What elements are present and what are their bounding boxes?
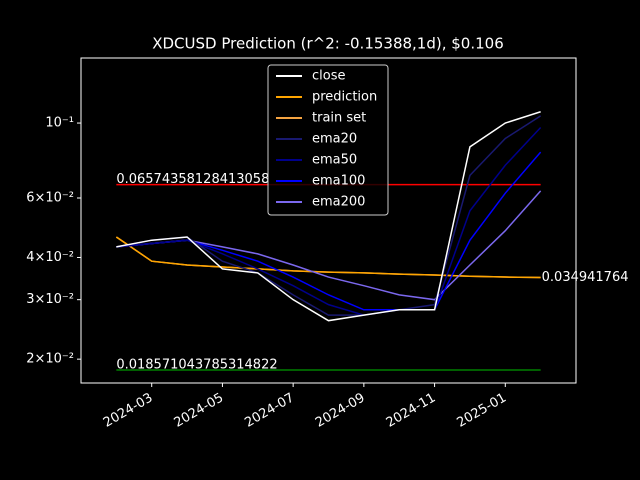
plot-frame (80, 57, 577, 384)
legend-label: ema200 (312, 195, 365, 210)
x-tick-label: 2024-09 (313, 391, 368, 431)
y-tick-label: 10⁻¹ (45, 116, 74, 131)
series-line (115, 236, 541, 279)
x-tick-label: 2025-01 (454, 391, 509, 431)
y-tick-label: 6×10⁻² (26, 190, 74, 205)
legend-label: ema20 (312, 132, 357, 147)
y-tick-label: 3×10⁻² (26, 292, 74, 307)
legend-label: train set (312, 111, 366, 126)
last-prediction-label: 0.034941764 (542, 270, 629, 285)
x-tick-label: 2024-07 (242, 391, 297, 431)
x-tick-label: 2024-03 (101, 391, 156, 431)
legend-label: prediction (312, 90, 377, 105)
plot-area (115, 111, 542, 371)
legend-box (267, 64, 389, 216)
x-tick-label: 2024-11 (384, 391, 439, 431)
y-tick-label: 2×10⁻² (26, 352, 74, 367)
legend-label: ema50 (312, 153, 357, 168)
reference-label: 0.06574358128413058 (116, 172, 269, 187)
y-tick-label: 4×10⁻² (26, 250, 74, 265)
legend-label: ema100 (312, 174, 365, 189)
legend-label: close (312, 69, 345, 84)
x-tick-label: 2024-05 (172, 391, 227, 431)
series-line (116, 127, 542, 316)
reference-label: 0.018571043785314822 (116, 358, 277, 373)
series-line (116, 111, 541, 322)
chart-title: XDCUSD Prediction (r^2: -0.15388,1d), $0… (152, 35, 504, 53)
